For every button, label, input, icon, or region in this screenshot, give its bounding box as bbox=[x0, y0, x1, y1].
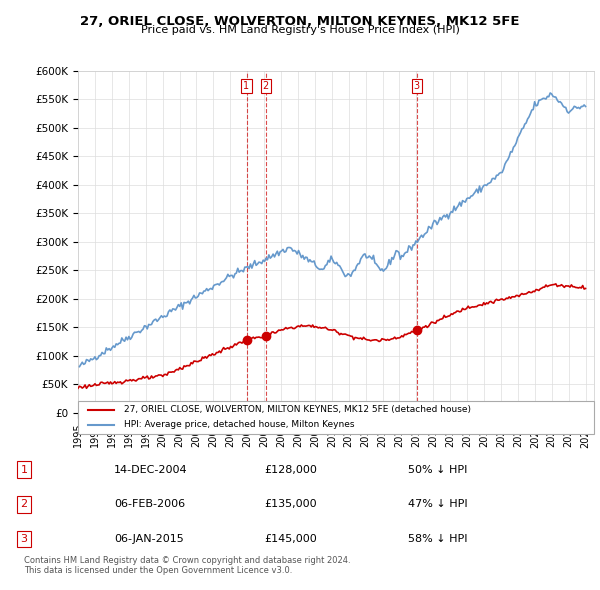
Text: 06-FEB-2006: 06-FEB-2006 bbox=[114, 500, 185, 509]
Text: 1: 1 bbox=[244, 81, 250, 91]
Text: 14-DEC-2004: 14-DEC-2004 bbox=[114, 465, 188, 475]
Text: Contains HM Land Registry data © Crown copyright and database right 2024.
This d: Contains HM Land Registry data © Crown c… bbox=[24, 556, 350, 575]
Text: 27, ORIEL CLOSE, WOLVERTON, MILTON KEYNES, MK12 5FE: 27, ORIEL CLOSE, WOLVERTON, MILTON KEYNE… bbox=[80, 15, 520, 28]
Text: 27, ORIEL CLOSE, WOLVERTON, MILTON KEYNES, MK12 5FE (detached house): 27, ORIEL CLOSE, WOLVERTON, MILTON KEYNE… bbox=[124, 405, 472, 414]
Text: £128,000: £128,000 bbox=[264, 465, 317, 475]
Text: 50% ↓ HPI: 50% ↓ HPI bbox=[408, 465, 467, 475]
Text: 2: 2 bbox=[20, 500, 28, 509]
Text: 2: 2 bbox=[263, 81, 269, 91]
Text: £135,000: £135,000 bbox=[264, 500, 317, 509]
Text: 06-JAN-2015: 06-JAN-2015 bbox=[114, 534, 184, 544]
Text: 3: 3 bbox=[414, 81, 420, 91]
Text: 58% ↓ HPI: 58% ↓ HPI bbox=[408, 534, 467, 544]
Text: 3: 3 bbox=[20, 534, 28, 544]
Text: 1: 1 bbox=[20, 465, 28, 475]
Text: £145,000: £145,000 bbox=[264, 534, 317, 544]
Text: HPI: Average price, detached house, Milton Keynes: HPI: Average price, detached house, Milt… bbox=[124, 421, 355, 430]
Text: 47% ↓ HPI: 47% ↓ HPI bbox=[408, 500, 467, 509]
FancyBboxPatch shape bbox=[78, 401, 594, 434]
Text: Price paid vs. HM Land Registry's House Price Index (HPI): Price paid vs. HM Land Registry's House … bbox=[140, 25, 460, 35]
